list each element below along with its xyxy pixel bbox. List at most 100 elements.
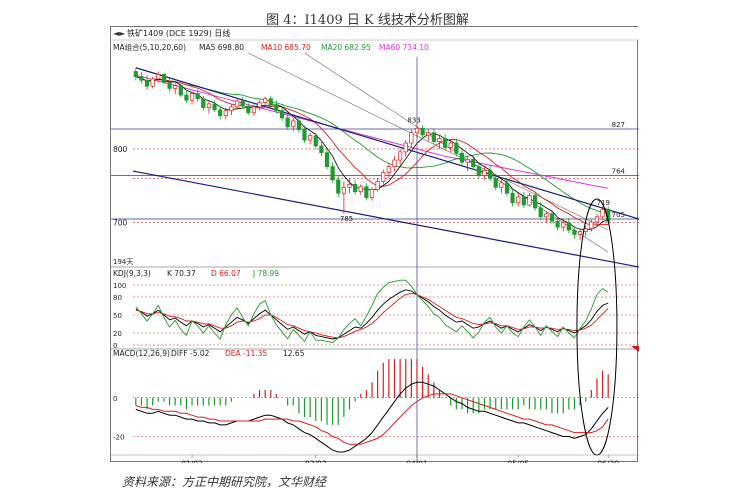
candle-body bbox=[566, 222, 571, 231]
candle-body bbox=[443, 138, 448, 148]
candle-body bbox=[398, 151, 403, 161]
candle-body bbox=[223, 110, 228, 117]
candle-body bbox=[246, 105, 251, 114]
date-tick-label: 06/30 bbox=[597, 460, 619, 463]
candle-body bbox=[341, 186, 346, 194]
candle-body bbox=[414, 127, 420, 134]
candle-body bbox=[218, 109, 223, 117]
candle-body bbox=[431, 132, 436, 142]
symbol-chevron-icon[interactable]: ◄► bbox=[113, 29, 126, 38]
kdj-series-j bbox=[135, 279, 609, 344]
candle-body bbox=[178, 85, 183, 96]
annotation-785: 785 bbox=[340, 215, 353, 223]
macd-dea-line bbox=[135, 393, 609, 445]
kdj-ytick: 20 bbox=[113, 330, 122, 338]
candle-body bbox=[336, 179, 341, 194]
price-ytick: 700 bbox=[113, 219, 128, 228]
candle-body bbox=[392, 159, 397, 167]
candle-body bbox=[201, 98, 206, 108]
macd-value: 12.65 bbox=[283, 349, 305, 358]
candle-body bbox=[150, 78, 155, 87]
candle-body bbox=[358, 186, 363, 193]
kdj-header-label: KDJ(9,3,3) bbox=[113, 269, 151, 278]
kdj-ytick: 50 bbox=[113, 312, 122, 320]
candle-body bbox=[139, 76, 144, 81]
level-label: 764 bbox=[612, 167, 626, 175]
candle-body bbox=[156, 74, 161, 80]
kdj-ytick: 80 bbox=[113, 294, 122, 302]
ma60-value: MA60 734.10 bbox=[379, 43, 429, 52]
ma10-value: MA10 685.70 bbox=[261, 43, 311, 52]
candle-body bbox=[167, 82, 172, 89]
candle-body bbox=[482, 169, 487, 176]
candle-body bbox=[409, 132, 414, 144]
level-label: 827 bbox=[612, 121, 625, 129]
kdj-ytick: 0 bbox=[113, 342, 117, 350]
candle-body bbox=[572, 229, 577, 235]
date-tick-label: 03/03 bbox=[305, 460, 327, 463]
ma10-line bbox=[135, 76, 609, 226]
candle-body bbox=[212, 103, 217, 111]
trend-line-upper bbox=[135, 67, 639, 220]
candle-body bbox=[313, 135, 318, 147]
candle-body bbox=[493, 178, 498, 188]
candle-body bbox=[499, 182, 504, 188]
candle-body bbox=[353, 184, 358, 193]
ma-header-label: MA组合(5,10,20,60) bbox=[113, 42, 186, 52]
candle-body bbox=[561, 222, 566, 228]
highlight-ellipse bbox=[576, 198, 618, 456]
ma5-value: MA5 698.80 bbox=[199, 43, 244, 52]
candle-body bbox=[375, 181, 380, 190]
candle-body bbox=[448, 142, 453, 148]
ma20-value: MA20 682.95 bbox=[321, 43, 371, 52]
trend-line-lower bbox=[132, 170, 639, 268]
macd-diff-line bbox=[135, 381, 609, 453]
level-label: 705 bbox=[612, 211, 625, 219]
candle-body bbox=[504, 182, 510, 194]
candle-body bbox=[133, 71, 138, 77]
k-value: K 70.37 bbox=[167, 269, 196, 278]
candle-body bbox=[251, 106, 256, 114]
candle-body bbox=[234, 100, 240, 108]
candle-body bbox=[459, 153, 465, 163]
candle-body bbox=[454, 142, 459, 154]
panel-marker-icon bbox=[631, 346, 639, 352]
candle-body bbox=[577, 231, 583, 235]
candle-body bbox=[549, 213, 555, 222]
diff-value: DIFF -5.02 bbox=[171, 349, 210, 358]
candle-body bbox=[538, 207, 543, 218]
candle-body bbox=[330, 166, 335, 181]
figure-title: 图 4：I1409 日 K 线技术分析图解 bbox=[266, 13, 469, 28]
candle-body bbox=[555, 220, 560, 228]
candle-body bbox=[279, 110, 285, 119]
kdj-series-d bbox=[135, 292, 609, 339]
source-note: 资料来源：方正中期研究院，文华财经 bbox=[122, 475, 327, 489]
candle-body bbox=[521, 196, 526, 206]
candle-body bbox=[403, 142, 408, 153]
candle-body bbox=[420, 127, 425, 136]
candle-body bbox=[324, 152, 330, 167]
candle-body bbox=[257, 102, 262, 108]
candle-body bbox=[189, 93, 195, 101]
candle-body bbox=[268, 98, 273, 106]
candle-body bbox=[589, 221, 594, 229]
candle-body bbox=[532, 195, 538, 209]
macd-header-label: MACD(12,26,9) bbox=[113, 349, 170, 358]
candle-body bbox=[285, 117, 290, 128]
d-value: D 66.07 bbox=[211, 269, 241, 278]
candle-body bbox=[206, 103, 212, 108]
candle-body bbox=[291, 120, 296, 128]
candle-body bbox=[471, 158, 476, 167]
annotation-days: 194天 bbox=[113, 258, 133, 266]
price-ytick: 800 bbox=[113, 145, 128, 154]
candle-body bbox=[173, 85, 178, 89]
date-tick-label: 01/02 bbox=[181, 460, 203, 463]
kdj-ytick: 100 bbox=[113, 282, 126, 290]
candle-body bbox=[381, 172, 386, 182]
macd-ytick: -20 bbox=[113, 434, 124, 442]
candle-body bbox=[274, 104, 279, 111]
macd-ytick: 0 bbox=[113, 395, 117, 403]
candle-body bbox=[386, 166, 391, 173]
candle-body bbox=[263, 98, 268, 103]
j-value: J 78.99 bbox=[252, 269, 279, 278]
